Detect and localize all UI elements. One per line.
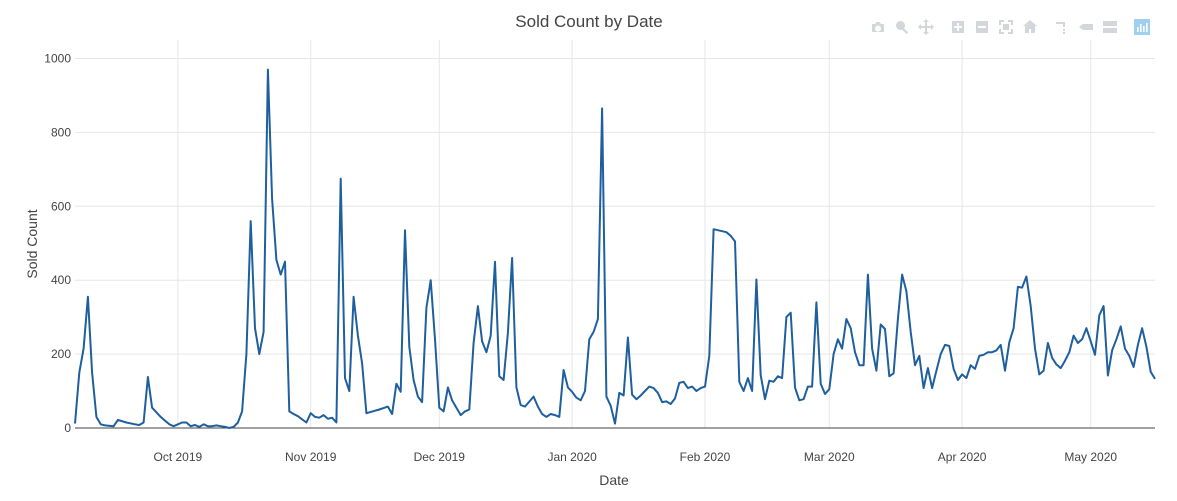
x-axis-label: Date bbox=[599, 472, 629, 488]
y-tick-label: 400 bbox=[51, 273, 71, 287]
camera-icon[interactable] bbox=[866, 15, 890, 39]
zoom-icon[interactable] bbox=[890, 15, 914, 39]
x-tick-label: Mar 2020 bbox=[804, 450, 855, 464]
y-tick-label: 0 bbox=[64, 421, 71, 435]
reset-axes-icon[interactable] bbox=[1018, 15, 1042, 39]
pan-icon[interactable] bbox=[914, 15, 938, 39]
y-axis-label: Sold Count bbox=[24, 209, 40, 278]
x-tick-label: Dec 2019 bbox=[414, 450, 466, 464]
x-tick-label: May 2020 bbox=[1064, 450, 1117, 464]
chart-title: Sold Count by Date bbox=[515, 12, 662, 31]
x-tick-label: Feb 2020 bbox=[680, 450, 731, 464]
spike-lines-icon[interactable] bbox=[1050, 15, 1074, 39]
x-tick-label: Apr 2020 bbox=[938, 450, 987, 464]
y-tick-label: 800 bbox=[51, 125, 71, 139]
x-tick-label: Jan 2020 bbox=[547, 450, 597, 464]
x-axis-ticks: Oct 2019 Nov 2019 Dec 2019 Jan 2020 Feb 2020… bbox=[154, 450, 1118, 464]
series-line[interactable] bbox=[74, 68, 1156, 429]
autoscale-icon[interactable] bbox=[994, 15, 1018, 39]
zoom-in-icon[interactable] bbox=[946, 15, 970, 39]
hover-compare-icon[interactable] bbox=[1098, 15, 1122, 39]
y-tick-label: 1000 bbox=[44, 51, 71, 65]
zoom-out-icon[interactable] bbox=[970, 15, 994, 39]
gridlines bbox=[75, 40, 1155, 428]
hover-closest-icon[interactable] bbox=[1074, 15, 1098, 39]
y-axis-ticks: 0 200 400 600 800 1000 bbox=[44, 51, 71, 435]
series-group[interactable] bbox=[74, 68, 1156, 429]
x-tick-label: Nov 2019 bbox=[285, 450, 337, 464]
y-tick-label: 600 bbox=[51, 199, 71, 213]
plotly-logo-icon[interactable] bbox=[1130, 15, 1154, 39]
x-tick-label: Oct 2019 bbox=[154, 450, 203, 464]
y-tick-label: 200 bbox=[51, 347, 71, 361]
plot-modebar bbox=[866, 15, 1154, 39]
